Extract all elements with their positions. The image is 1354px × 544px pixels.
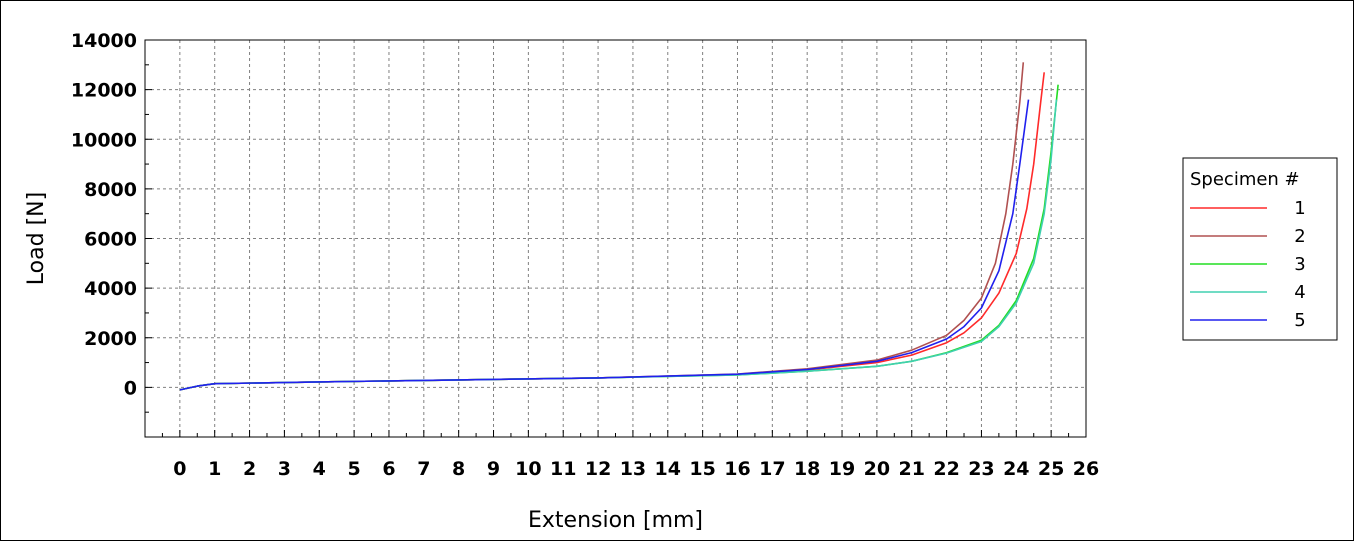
x-tick-label: 10: [515, 458, 541, 480]
y-tick-label: 0: [124, 377, 137, 399]
legend: Specimen # 1 2 3 4 5: [1182, 157, 1338, 341]
x-tick-label: 2: [243, 458, 256, 480]
y-axis-label: Load [N]: [24, 192, 49, 285]
x-tick-label: 24: [1003, 458, 1029, 480]
x-tick-label: 12: [585, 458, 611, 480]
y-tick-label: 14000: [71, 30, 137, 52]
legend-label-1: 1: [1294, 198, 1305, 219]
y-tick-label: 12000: [71, 80, 137, 102]
x-tick-label: 19: [829, 458, 855, 480]
y-tick-label: 10000: [71, 129, 137, 151]
x-tick-label: 8: [452, 458, 465, 480]
x-tick-label: 3: [278, 458, 291, 480]
x-tick-labels: 0 1 2 3 4 5 6 7 8 9 10 11 12 13 14 15 16 17 18 19 20 21 22 23 24…: [173, 458, 1099, 480]
x-tick-label: 23: [968, 458, 994, 480]
x-tick-label: 0: [173, 458, 186, 480]
y-tick-label: 4000: [84, 278, 137, 300]
minor-ticks: [144, 39, 1087, 438]
x-tick-label: 22: [933, 458, 959, 480]
x-tick-label: 7: [417, 458, 430, 480]
x-tick-label: 9: [487, 458, 500, 480]
x-tick-label: 13: [620, 458, 646, 480]
x-tick-label: 5: [347, 458, 360, 480]
legend-label-3: 3: [1294, 254, 1305, 275]
x-tick-label: 11: [550, 458, 576, 480]
y-tick-label: 8000: [84, 179, 137, 201]
x-tick-label: 14: [655, 458, 681, 480]
x-tick-label: 16: [724, 458, 750, 480]
x-tick-label: 21: [899, 458, 925, 480]
x-axis-label: Extension [mm]: [528, 508, 703, 533]
x-tick-label: 25: [1038, 458, 1064, 480]
x-tick-label: 15: [689, 458, 715, 480]
x-tick-label: 18: [794, 458, 820, 480]
y-tick-label: 2000: [84, 328, 137, 350]
series-line-4: [179, 99, 1058, 391]
series-line-5: [179, 99, 1030, 391]
legend-label-5: 5: [1294, 310, 1305, 331]
grid: [145, 39, 1087, 437]
legend-title: Specimen #: [1190, 169, 1300, 190]
y-tick-labels: 0 2000 4000 6000 8000 10000 12000 14000: [71, 30, 137, 399]
x-tick-label: 20: [864, 458, 890, 480]
x-tick-label: 6: [382, 458, 395, 480]
legend-box: [1182, 157, 1338, 341]
x-tick-label: 4: [313, 458, 326, 480]
x-tick-label: 1: [208, 458, 221, 480]
y-tick-label: 6000: [84, 229, 137, 251]
series-line-1: [179, 72, 1045, 391]
legend-label-2: 2: [1294, 226, 1305, 247]
x-tick-label: 26: [1073, 458, 1099, 480]
series-line-2: [179, 62, 1025, 391]
legend-label-4: 4: [1294, 282, 1305, 303]
legend-items: 1 2 3 4 5: [1190, 198, 1306, 331]
series-lines: [179, 62, 1059, 391]
x-tick-label: 17: [759, 458, 785, 480]
